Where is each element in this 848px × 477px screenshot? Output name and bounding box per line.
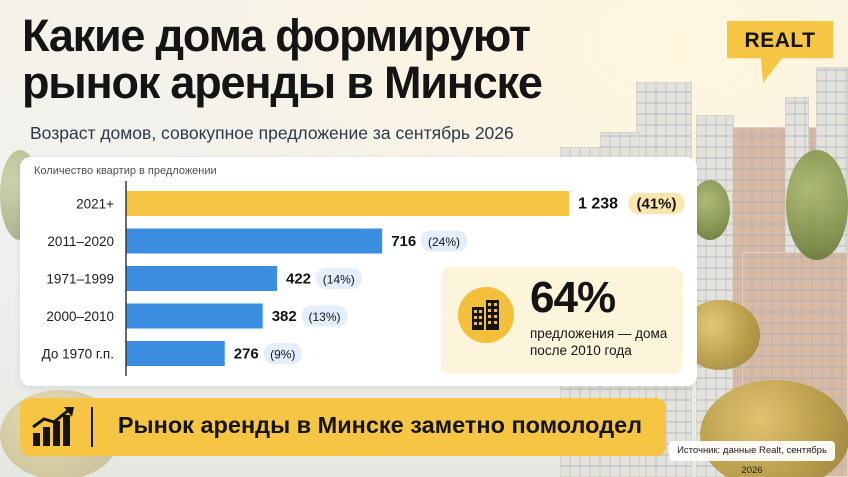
logo-text: REALT [744,29,816,52]
stat-value: 64% [530,273,616,322]
share-label: (41%) [636,196,676,213]
category-label: 2011–2020 [47,234,114,249]
page-title: Какие дома формируют рынок аренды в Минс… [22,12,632,106]
bar [126,266,278,291]
value-label: 382 [272,308,297,325]
category-label: До 1970 г.п. [42,347,114,362]
category-label: 1971–1999 [46,272,114,287]
title-line-1: Какие дома формируют [22,10,531,61]
title-line-2: рынок аренды в Минске [22,57,543,108]
banner-divider [91,407,93,447]
category-label: 2000–2010 [46,309,114,324]
value-label: 1 238 [578,196,618,213]
buildings-icon [458,287,514,343]
value-label: 422 [286,271,311,288]
share-pill [315,268,362,289]
bar-chart: 2021+ 1 238 (41%) 2011–2020 716 (24%) 1971–199… [42,181,685,376]
value-label: 716 [391,233,416,250]
bar [126,191,569,216]
share-pill [628,193,685,214]
share-label: (14%) [323,273,355,287]
category-label: 2021+ [76,197,114,212]
share-pill [421,230,468,252]
page-subtitle: Возраст домов, совокупное предложение за… [30,123,514,143]
bar [126,303,263,329]
bar [126,228,383,254]
title-line-2-text: рынок аренды в Минске [22,57,543,108]
share-label: (24%) [428,235,460,249]
growth-chart-icon [30,405,78,454]
banner-text: Рынок аренды в Минске заметно помолодел [117,412,643,438]
conclusion-banner: Рынок аренды в Минске заметно помолодел [20,398,666,456]
bar [126,341,225,366]
chart-caption: Количество квартир в предложении [34,165,217,177]
stat-description: предложения — дома после 2010 года [530,326,668,358]
share-pill [263,343,302,364]
source-note: Источник: данные Realt, сентябрь 2026 [669,441,835,476]
share-label: (9%) [270,348,295,362]
value-label: 276 [234,346,259,363]
stat-callout: 64% предложения — дома после 2010 года [441,267,683,374]
share-pill [301,305,348,327]
share-label: (13%) [308,310,340,324]
realt-logo: REALT [727,21,833,83]
